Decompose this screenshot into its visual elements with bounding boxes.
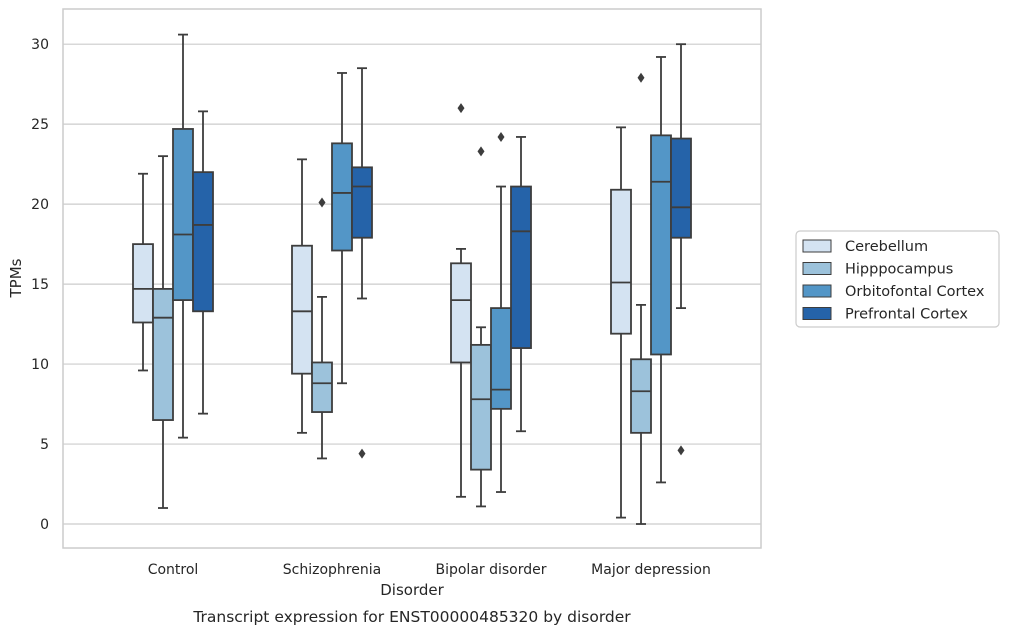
box-1-0 bbox=[291, 158, 313, 434]
box-2-3 bbox=[510, 136, 532, 433]
y-tick-label: 0 bbox=[40, 517, 49, 533]
legend-swatch bbox=[802, 284, 832, 298]
outlier-point bbox=[358, 448, 366, 459]
box-body bbox=[650, 134, 672, 356]
outlier-point bbox=[637, 72, 645, 83]
box-body bbox=[152, 287, 174, 421]
box-body bbox=[311, 361, 333, 413]
plot-boxes bbox=[132, 33, 692, 525]
legend-label: Orbitofontal Cortex bbox=[845, 284, 985, 300]
x-axis-label: Disorder bbox=[380, 581, 444, 599]
box-1-3 bbox=[351, 67, 373, 459]
plot-frame bbox=[62, 8, 762, 549]
box-0-0 bbox=[132, 172, 154, 372]
y-tick-label: 5 bbox=[40, 437, 49, 453]
box-0-2 bbox=[172, 33, 194, 439]
outlier-point bbox=[318, 197, 326, 208]
outlier-point bbox=[477, 146, 485, 157]
y-tick-label: 15 bbox=[31, 277, 49, 293]
x-tick-labels: Control Schizophrenia Bipolar disorder Majo… bbox=[148, 562, 711, 578]
y-axis-label: TPMs bbox=[7, 258, 25, 298]
legend-item: Prefrontal Cortex bbox=[802, 307, 968, 323]
x-tick-label: Bipolar disorder bbox=[435, 562, 546, 578]
box-body bbox=[490, 307, 512, 410]
y-tick-label: 30 bbox=[31, 37, 49, 53]
box-body bbox=[470, 343, 492, 471]
box-1-1 bbox=[311, 197, 333, 460]
y-tick-label: 10 bbox=[31, 357, 49, 373]
box-2-0 bbox=[450, 103, 472, 498]
box-body bbox=[510, 185, 532, 349]
legend-swatch bbox=[802, 262, 832, 275]
box-3-1 bbox=[630, 72, 652, 525]
chart-caption: Transcript expression for ENST0000048532… bbox=[192, 608, 631, 626]
legend-swatch bbox=[802, 307, 832, 320]
legend-item: Orbitofontal Cortex bbox=[802, 284, 985, 300]
x-tick-label: Control bbox=[148, 562, 199, 578]
legend-item: Hipppocampus bbox=[802, 262, 953, 278]
legend-swatch bbox=[802, 239, 832, 253]
y-tick-label: 20 bbox=[31, 197, 49, 213]
legend-label: Hipppocampus bbox=[845, 262, 953, 278]
box-body bbox=[610, 188, 632, 335]
legend-item: Cerebellum bbox=[802, 239, 928, 255]
box-body bbox=[172, 128, 194, 301]
box-body bbox=[331, 142, 353, 252]
box-body bbox=[450, 262, 472, 364]
box-2-1 bbox=[470, 146, 492, 508]
box-body bbox=[291, 244, 313, 375]
x-tick-label: Schizophrenia bbox=[283, 562, 381, 578]
x-tick-label: Major depression bbox=[591, 562, 711, 578]
box-0-3 bbox=[192, 110, 214, 415]
box-3-2 bbox=[650, 56, 672, 484]
box-3-0 bbox=[610, 126, 632, 519]
outlier-point bbox=[497, 131, 505, 142]
outlier-point bbox=[457, 103, 465, 114]
legend-label: Prefrontal Cortex bbox=[845, 307, 968, 323]
box-3-3 bbox=[670, 43, 692, 456]
box-body bbox=[132, 243, 154, 324]
y-tick-labels: 0 5 10 15 20 25 30 bbox=[31, 37, 49, 533]
box-body bbox=[670, 137, 692, 239]
legend-frame bbox=[795, 230, 1000, 328]
legend: Cerebellum Hipppocampus Orbitofontal Corte… bbox=[795, 230, 1000, 328]
outlier-point bbox=[677, 445, 685, 456]
legend-label: Cerebellum bbox=[845, 239, 928, 255]
y-tick-label: 25 bbox=[31, 117, 49, 133]
box-0-1 bbox=[152, 155, 174, 509]
box-1-2 bbox=[331, 72, 353, 385]
box-body bbox=[630, 358, 652, 434]
box-body bbox=[351, 166, 373, 239]
box-body bbox=[192, 171, 214, 313]
box-2-2 bbox=[490, 131, 512, 493]
